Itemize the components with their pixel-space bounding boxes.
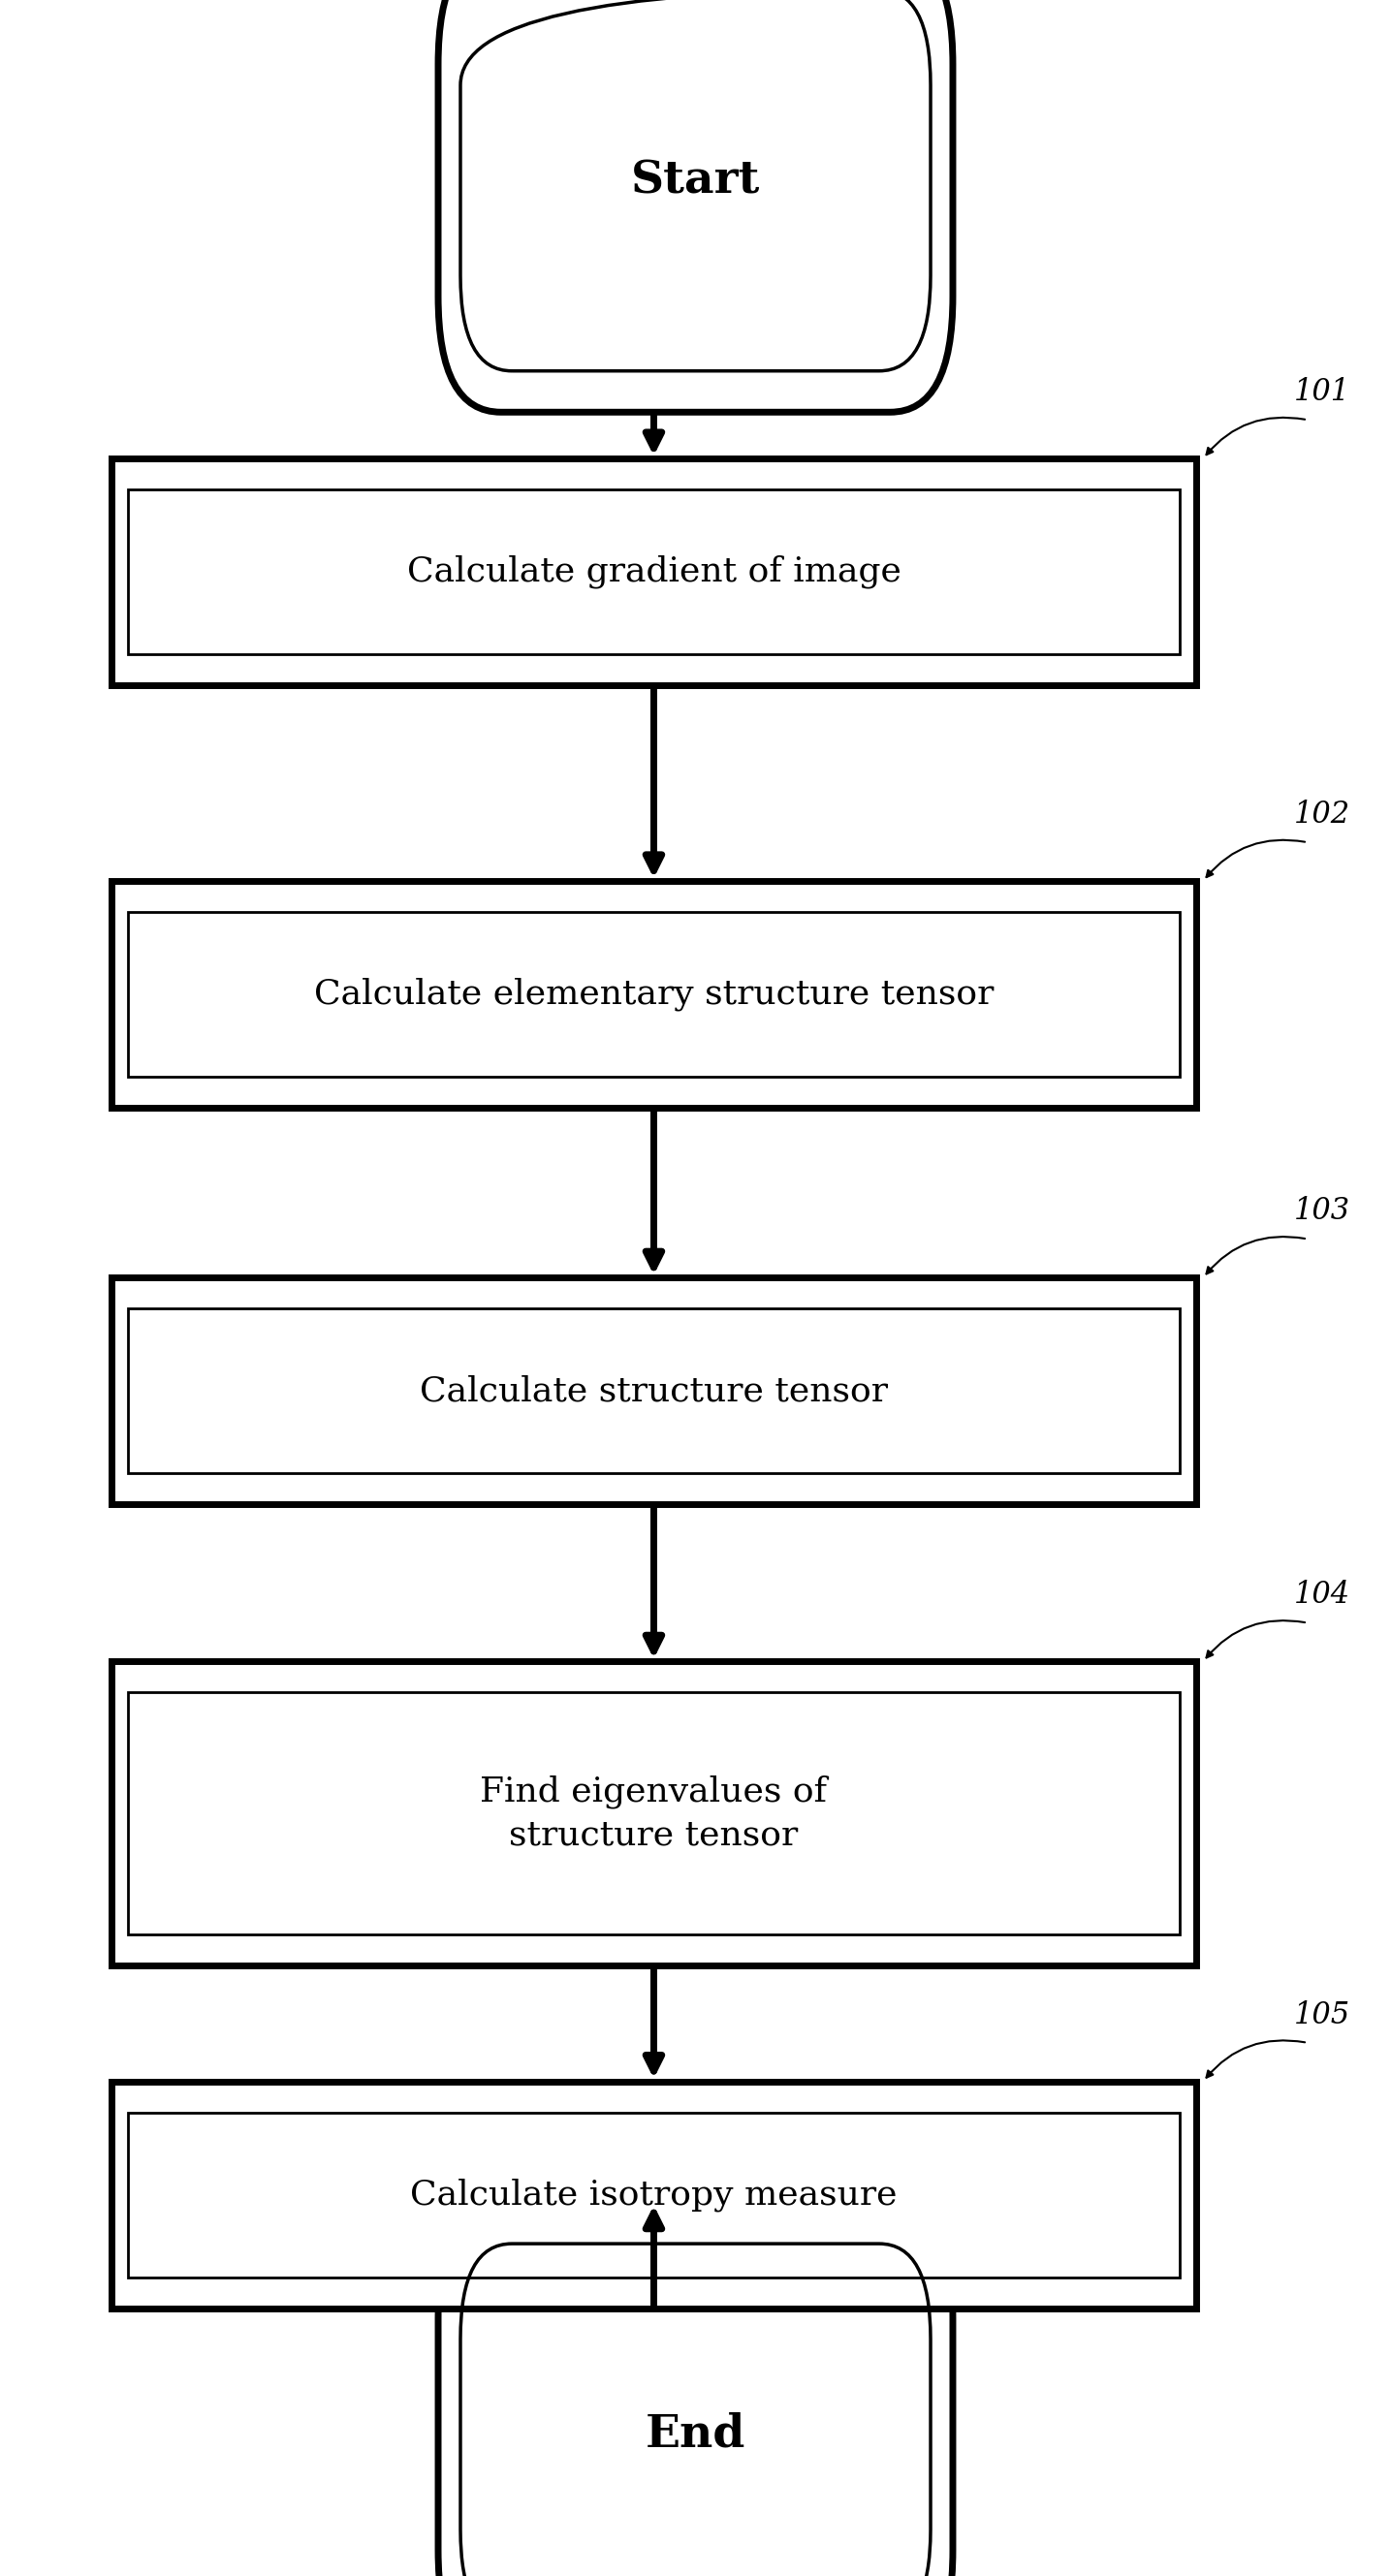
Bar bbox=[128, 489, 1180, 654]
Bar bbox=[111, 881, 1196, 1108]
FancyBboxPatch shape bbox=[438, 2202, 953, 2576]
Bar bbox=[111, 2081, 1196, 2308]
Text: Start: Start bbox=[632, 157, 759, 204]
Text: End: End bbox=[645, 2411, 746, 2458]
Bar bbox=[128, 912, 1180, 1077]
Bar bbox=[111, 1278, 1196, 1504]
Bar bbox=[128, 1692, 1180, 1935]
Bar bbox=[111, 459, 1196, 685]
Bar bbox=[111, 1662, 1196, 1965]
Text: Find eigenvalues of
structure tensor: Find eigenvalues of structure tensor bbox=[480, 1775, 828, 1852]
Text: Calculate isotropy measure: Calculate isotropy measure bbox=[410, 2179, 897, 2210]
Text: Calculate structure tensor: Calculate structure tensor bbox=[420, 1376, 887, 1406]
Text: 102: 102 bbox=[1294, 799, 1351, 829]
Text: Calculate elementary structure tensor: Calculate elementary structure tensor bbox=[314, 979, 993, 1010]
Text: 104: 104 bbox=[1294, 1579, 1351, 1610]
Text: 103: 103 bbox=[1294, 1195, 1351, 1226]
Bar bbox=[128, 1309, 1180, 1473]
FancyBboxPatch shape bbox=[438, 0, 953, 412]
Text: Calculate gradient of image: Calculate gradient of image bbox=[406, 556, 901, 587]
Bar bbox=[128, 2112, 1180, 2277]
Text: 101: 101 bbox=[1294, 376, 1351, 407]
Text: 105: 105 bbox=[1294, 1999, 1351, 2030]
